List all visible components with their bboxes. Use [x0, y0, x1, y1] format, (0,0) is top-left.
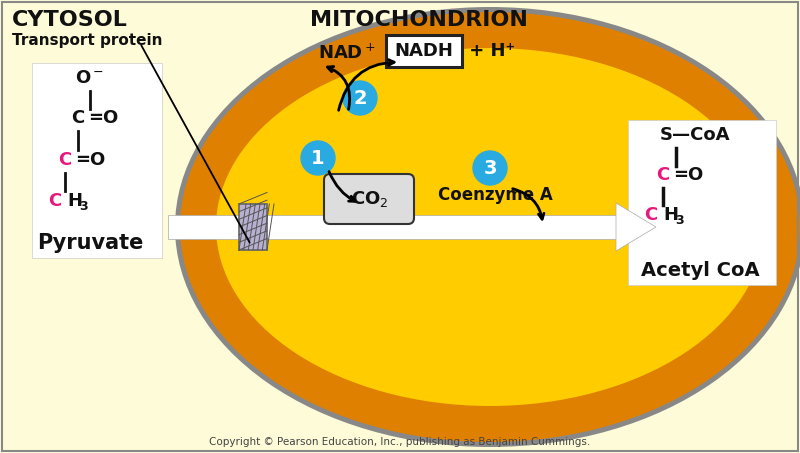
- Polygon shape: [616, 203, 656, 251]
- Text: 3: 3: [676, 213, 684, 226]
- Text: NADH: NADH: [394, 42, 454, 60]
- Text: Acetyl CoA: Acetyl CoA: [641, 261, 759, 280]
- Text: =O: =O: [88, 109, 118, 127]
- FancyBboxPatch shape: [628, 120, 776, 285]
- FancyBboxPatch shape: [32, 63, 162, 258]
- Circle shape: [343, 81, 377, 115]
- Text: C: C: [58, 151, 72, 169]
- Text: Copyright © Pearson Education, Inc., publishing as Benjamin Cummings.: Copyright © Pearson Education, Inc., pub…: [210, 437, 590, 447]
- Text: =O: =O: [75, 151, 106, 169]
- Text: S—CoA: S—CoA: [660, 126, 730, 144]
- Text: Pyruvate: Pyruvate: [37, 233, 143, 253]
- FancyBboxPatch shape: [386, 35, 462, 67]
- Text: C: C: [644, 206, 658, 224]
- Text: 3: 3: [78, 199, 87, 212]
- Circle shape: [473, 151, 507, 185]
- Text: C: C: [656, 166, 670, 184]
- Text: 3: 3: [483, 159, 497, 178]
- Ellipse shape: [216, 48, 764, 406]
- Text: + H⁺: + H⁺: [463, 42, 515, 60]
- Text: 1: 1: [311, 149, 325, 168]
- Text: C: C: [71, 109, 85, 127]
- Text: H: H: [67, 192, 82, 210]
- FancyBboxPatch shape: [168, 215, 618, 239]
- Text: O$^-$: O$^-$: [75, 69, 105, 87]
- Ellipse shape: [180, 12, 800, 442]
- Text: CYTOSOL: CYTOSOL: [12, 10, 128, 30]
- FancyBboxPatch shape: [239, 204, 267, 250]
- Text: CO$_2$: CO$_2$: [351, 189, 389, 209]
- Text: 2: 2: [353, 88, 367, 107]
- Text: NAD$^+$: NAD$^+$: [318, 43, 376, 63]
- Ellipse shape: [175, 7, 800, 447]
- Text: H: H: [663, 206, 678, 224]
- Text: MITOCHONDRION: MITOCHONDRION: [310, 10, 528, 30]
- Text: =O: =O: [673, 166, 703, 184]
- Text: C: C: [48, 192, 62, 210]
- Text: Transport protein: Transport protein: [12, 33, 162, 48]
- Text: Coenzyme A: Coenzyme A: [438, 186, 552, 204]
- Circle shape: [301, 141, 335, 175]
- FancyBboxPatch shape: [324, 174, 414, 224]
